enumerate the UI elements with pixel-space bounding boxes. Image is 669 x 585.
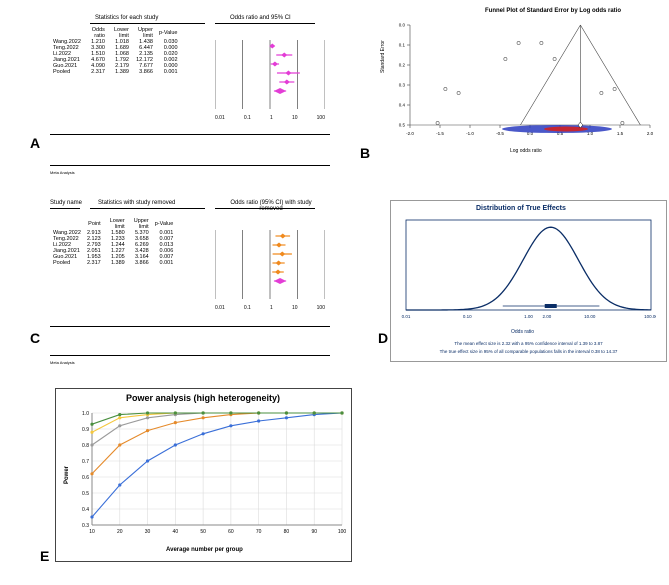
- svg-text:1.0: 1.0: [82, 411, 89, 417]
- svg-text:20: 20: [117, 529, 123, 535]
- svg-text:0.3: 0.3: [399, 83, 406, 88]
- svg-text:10: 10: [89, 529, 95, 535]
- svg-text:-1.0: -1.0: [466, 131, 474, 136]
- svg-text:0.5: 0.5: [82, 491, 89, 497]
- header-forest-c: Odds ratio (95% CI) with study removed: [230, 200, 312, 212]
- forest-table-c: Point Lower limit Upper limit p-Value Wa…: [50, 218, 176, 266]
- power-title: Power analysis (high heterogeneity): [126, 393, 280, 403]
- svg-text:0.1: 0.1: [399, 43, 406, 48]
- dist-cap2: The true effect size in 95% of all compa…: [401, 349, 656, 354]
- svg-text:0.8: 0.8: [82, 443, 89, 449]
- panel-label-b: B: [360, 145, 370, 161]
- svg-text:30: 30: [145, 529, 151, 535]
- panel-label-e: E: [40, 548, 49, 564]
- svg-text:70: 70: [256, 529, 262, 535]
- header-forest: Odds ratio and 95% CI: [230, 15, 291, 21]
- svg-text:0.2: 0.2: [399, 63, 406, 68]
- table-row: Pooled2.3171.3893.8660.001: [50, 260, 176, 266]
- panel-b: Funnel Plot of Standard Error by Log odd…: [370, 8, 660, 158]
- header-stats-c: Statistics with study removed: [98, 200, 175, 206]
- panel-label-d: D: [378, 330, 388, 346]
- funnel-title: Funnel Plot of Standard Error by Log odd…: [485, 8, 621, 14]
- header-stats: Statistics for each study: [95, 15, 158, 21]
- svg-text:-0.5: -0.5: [496, 131, 504, 136]
- svg-text:60: 60: [228, 529, 234, 535]
- svg-text:10.00: 10.00: [584, 314, 596, 319]
- table-row: Pooled2.3171.3893.8660.001: [50, 69, 181, 75]
- svg-text:0.4: 0.4: [399, 103, 406, 108]
- panel-label-a: A: [30, 135, 40, 151]
- svg-text:0.10: 0.10: [463, 314, 472, 319]
- footer-a: Meta Analysis: [50, 170, 75, 175]
- svg-text:2.00: 2.00: [543, 314, 552, 319]
- dist-plot: 0.01 0.10 1.00 2.00 10.00 100.00: [401, 217, 656, 322]
- svg-text:0.4: 0.4: [82, 507, 89, 513]
- funnel-ylabel: Standard Error: [380, 40, 386, 73]
- studyname-hdr: Study name: [50, 200, 82, 206]
- dist-cap1: The mean effect size is 2.32 with a 95% …: [401, 341, 656, 346]
- svg-text:0.0: 0.0: [399, 23, 406, 28]
- svg-text:90: 90: [311, 529, 317, 535]
- panel-e: Power analysis (high heterogeneity) 0.30…: [55, 388, 352, 562]
- svg-text:0.9: 0.9: [82, 427, 89, 433]
- dist-title: Distribution of True Effects: [476, 205, 566, 212]
- svg-text:0.3: 0.3: [82, 523, 89, 529]
- panel-d: Distribution of True Effects 0.01 0.10 1.0…: [390, 200, 667, 362]
- svg-text:50: 50: [200, 529, 206, 535]
- svg-text:1.5: 1.5: [617, 131, 624, 136]
- footer-c: Meta Analysis: [50, 360, 75, 365]
- forest-plot-a: [215, 40, 325, 120]
- power-xlabel: Average number per group: [166, 547, 243, 553]
- forest-table-a: Odds ratio Lower limit Upper limit p-Val…: [50, 27, 181, 75]
- svg-text:1.00: 1.00: [524, 314, 533, 319]
- svg-text:-2.0: -2.0: [406, 131, 414, 136]
- svg-text:2.0: 2.0: [647, 131, 654, 136]
- panel-a: Statistics for each study Odds ratio and…: [50, 15, 340, 170]
- svg-text:-1.5: -1.5: [436, 131, 444, 136]
- svg-text:0.5: 0.5: [399, 123, 406, 128]
- svg-text:80: 80: [284, 529, 290, 535]
- panel-label-c: C: [30, 330, 40, 346]
- funnel-plot: -2.0-1.5-1.0-0.50.00.51.01.52.00.00.10.2…: [395, 20, 655, 140]
- panel-c: Study name Statistics with study removed…: [50, 200, 340, 355]
- svg-text:100.00: 100.00: [644, 314, 656, 319]
- dist-xlabel: Odds ratio: [511, 329, 534, 335]
- svg-text:100: 100: [338, 529, 346, 535]
- svg-text:0.6: 0.6: [82, 475, 89, 481]
- svg-text:40: 40: [173, 529, 179, 535]
- svg-text:0.01: 0.01: [402, 314, 411, 319]
- funnel-xlabel: Log odds ratio: [510, 148, 542, 154]
- power-plot: 0.3 0.4 0.5 0.6 0.7 0.8 0.9 1.0 10 20 30 40 50 60 70 80…: [78, 409, 346, 539]
- power-ylabel: Power: [64, 466, 70, 484]
- svg-text:0.7: 0.7: [82, 459, 89, 465]
- forest-plot-c: [215, 230, 325, 310]
